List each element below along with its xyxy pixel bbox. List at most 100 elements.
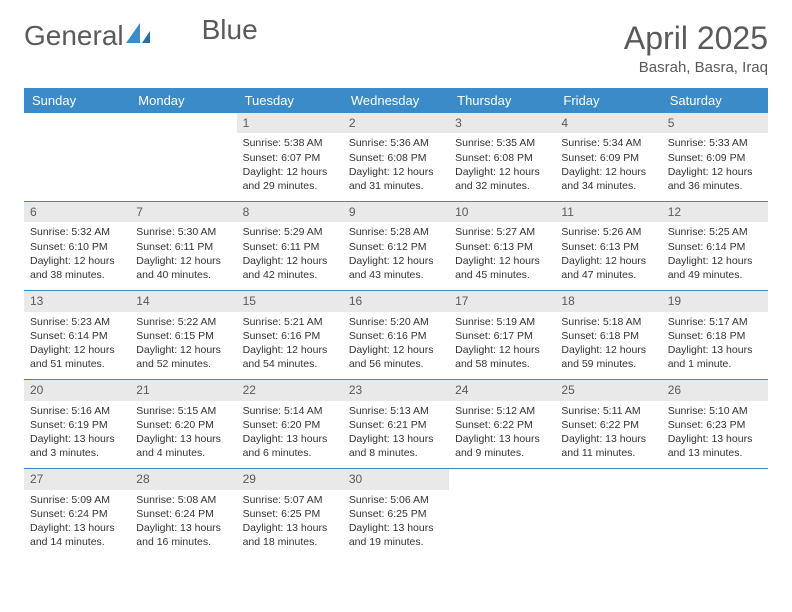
sunset-text: Sunset: 6:07 PM — [243, 151, 337, 165]
sunset-text: Sunset: 6:20 PM — [136, 418, 230, 432]
daylight-text-2: and 8 minutes. — [349, 446, 443, 460]
day-data-cell: Sunrise: 5:36 AMSunset: 6:08 PMDaylight:… — [343, 133, 449, 201]
daylight-text-1: Daylight: 12 hours — [349, 343, 443, 357]
day-number-cell: 28 — [130, 469, 236, 490]
sunrise-text: Sunrise: 5:08 AM — [136, 493, 230, 507]
daylight-text-2: and 43 minutes. — [349, 268, 443, 282]
sunset-text: Sunset: 6:08 PM — [455, 151, 549, 165]
day-data: Sunrise: 5:13 AMSunset: 6:21 PMDaylight:… — [343, 401, 449, 469]
day-number: 29 — [237, 469, 343, 489]
day-data: Sunrise: 5:20 AMSunset: 6:16 PMDaylight:… — [343, 312, 449, 380]
sunrise-text: Sunrise: 5:18 AM — [561, 315, 655, 329]
daylight-text-2: and 1 minute. — [668, 357, 762, 371]
day-data: Sunrise: 5:18 AMSunset: 6:18 PMDaylight:… — [555, 312, 661, 380]
day-data-cell: Sunrise: 5:29 AMSunset: 6:11 PMDaylight:… — [237, 222, 343, 290]
day-data-cell: Sunrise: 5:20 AMSunset: 6:16 PMDaylight:… — [343, 312, 449, 380]
sunrise-text: Sunrise: 5:30 AM — [136, 225, 230, 239]
day-number: 17 — [449, 291, 555, 311]
day-data-cell — [130, 133, 236, 201]
day-number-cell: 8 — [237, 202, 343, 223]
day-number: 27 — [24, 469, 130, 489]
day-number-cell: 24 — [449, 380, 555, 401]
day-data-cell: Sunrise: 5:12 AMSunset: 6:22 PMDaylight:… — [449, 401, 555, 469]
day-number: 8 — [237, 202, 343, 222]
day-data: Sunrise: 5:25 AMSunset: 6:14 PMDaylight:… — [662, 222, 768, 290]
day-data: Sunrise: 5:10 AMSunset: 6:23 PMDaylight:… — [662, 401, 768, 469]
daylight-text-1: Daylight: 12 hours — [455, 343, 549, 357]
daylight-text-1: Daylight: 12 hours — [561, 343, 655, 357]
day-number-cell — [24, 113, 130, 133]
daylight-text-1: Daylight: 12 hours — [136, 343, 230, 357]
daylight-text-2: and 51 minutes. — [30, 357, 124, 371]
sunset-text: Sunset: 6:19 PM — [30, 418, 124, 432]
sunrise-text: Sunrise: 5:21 AM — [243, 315, 337, 329]
day-data-cell: Sunrise: 5:34 AMSunset: 6:09 PMDaylight:… — [555, 133, 661, 201]
daylight-text-2: and 49 minutes. — [668, 268, 762, 282]
day-data: Sunrise: 5:29 AMSunset: 6:11 PMDaylight:… — [237, 222, 343, 290]
day-number-cell: 3 — [449, 113, 555, 133]
day-data: Sunrise: 5:06 AMSunset: 6:25 PMDaylight:… — [343, 490, 449, 558]
sunrise-text: Sunrise: 5:22 AM — [136, 315, 230, 329]
day-data-cell: Sunrise: 5:13 AMSunset: 6:21 PMDaylight:… — [343, 401, 449, 469]
day-number-cell: 18 — [555, 291, 661, 312]
day-data-cell: Sunrise: 5:35 AMSunset: 6:08 PMDaylight:… — [449, 133, 555, 201]
day-number-cell: 14 — [130, 291, 236, 312]
daylight-text-1: Daylight: 12 hours — [243, 254, 337, 268]
day-number-cell: 25 — [555, 380, 661, 401]
day-number: 23 — [343, 380, 449, 400]
day-number: 12 — [662, 202, 768, 222]
daylight-text-2: and 36 minutes. — [668, 179, 762, 193]
day-number: 11 — [555, 202, 661, 222]
day-number: 15 — [237, 291, 343, 311]
sunset-text: Sunset: 6:18 PM — [561, 329, 655, 343]
day-data-cell — [449, 490, 555, 558]
day-data: Sunrise: 5:14 AMSunset: 6:20 PMDaylight:… — [237, 401, 343, 469]
daylight-text-2: and 47 minutes. — [561, 268, 655, 282]
daylight-text-1: Daylight: 12 hours — [243, 343, 337, 357]
logo-text-2: Blue — [202, 14, 258, 46]
sunset-text: Sunset: 6:09 PM — [561, 151, 655, 165]
day-data: Sunrise: 5:15 AMSunset: 6:20 PMDaylight:… — [130, 401, 236, 469]
sunset-text: Sunset: 6:16 PM — [349, 329, 443, 343]
daylight-text-1: Daylight: 12 hours — [136, 254, 230, 268]
day-data-cell: Sunrise: 5:06 AMSunset: 6:25 PMDaylight:… — [343, 490, 449, 558]
sunset-text: Sunset: 6:15 PM — [136, 329, 230, 343]
daylight-text-1: Daylight: 13 hours — [455, 432, 549, 446]
sunset-text: Sunset: 6:10 PM — [30, 240, 124, 254]
daylight-text-1: Daylight: 12 hours — [30, 343, 124, 357]
day-number: 1 — [237, 113, 343, 133]
daylight-text-2: and 45 minutes. — [455, 268, 549, 282]
day-data-cell: Sunrise: 5:25 AMSunset: 6:14 PMDaylight:… — [662, 222, 768, 290]
daylight-text-1: Daylight: 13 hours — [561, 432, 655, 446]
sunset-text: Sunset: 6:25 PM — [349, 507, 443, 521]
day-number-cell: 12 — [662, 202, 768, 223]
day-data-cell: Sunrise: 5:16 AMSunset: 6:19 PMDaylight:… — [24, 401, 130, 469]
day-data-cell: Sunrise: 5:10 AMSunset: 6:23 PMDaylight:… — [662, 401, 768, 469]
sunrise-text: Sunrise: 5:17 AM — [668, 315, 762, 329]
day-number-cell: 11 — [555, 202, 661, 223]
sunrise-text: Sunrise: 5:33 AM — [668, 136, 762, 150]
day-number-cell: 15 — [237, 291, 343, 312]
sunset-text: Sunset: 6:20 PM — [243, 418, 337, 432]
day-data: Sunrise: 5:33 AMSunset: 6:09 PMDaylight:… — [662, 133, 768, 201]
day-data: Sunrise: 5:32 AMSunset: 6:10 PMDaylight:… — [24, 222, 130, 290]
sunset-text: Sunset: 6:24 PM — [136, 507, 230, 521]
sunset-text: Sunset: 6:17 PM — [455, 329, 549, 343]
sunrise-text: Sunrise: 5:32 AM — [30, 225, 124, 239]
logo: General Blue — [24, 20, 258, 52]
week-number-row: 20212223242526 — [24, 380, 768, 401]
daylight-text-1: Daylight: 12 hours — [668, 254, 762, 268]
daylight-text-1: Daylight: 13 hours — [349, 521, 443, 535]
day-number-cell: 4 — [555, 113, 661, 133]
day-data: Sunrise: 5:23 AMSunset: 6:14 PMDaylight:… — [24, 312, 130, 380]
day-number-cell: 23 — [343, 380, 449, 401]
sunrise-text: Sunrise: 5:34 AM — [561, 136, 655, 150]
day-number: 10 — [449, 202, 555, 222]
sunrise-text: Sunrise: 5:28 AM — [349, 225, 443, 239]
day-data-cell: Sunrise: 5:15 AMSunset: 6:20 PMDaylight:… — [130, 401, 236, 469]
sunset-text: Sunset: 6:11 PM — [243, 240, 337, 254]
daylight-text-2: and 29 minutes. — [243, 179, 337, 193]
sunset-text: Sunset: 6:22 PM — [561, 418, 655, 432]
day-data-cell: Sunrise: 5:09 AMSunset: 6:24 PMDaylight:… — [24, 490, 130, 558]
day-data-cell: Sunrise: 5:18 AMSunset: 6:18 PMDaylight:… — [555, 312, 661, 380]
